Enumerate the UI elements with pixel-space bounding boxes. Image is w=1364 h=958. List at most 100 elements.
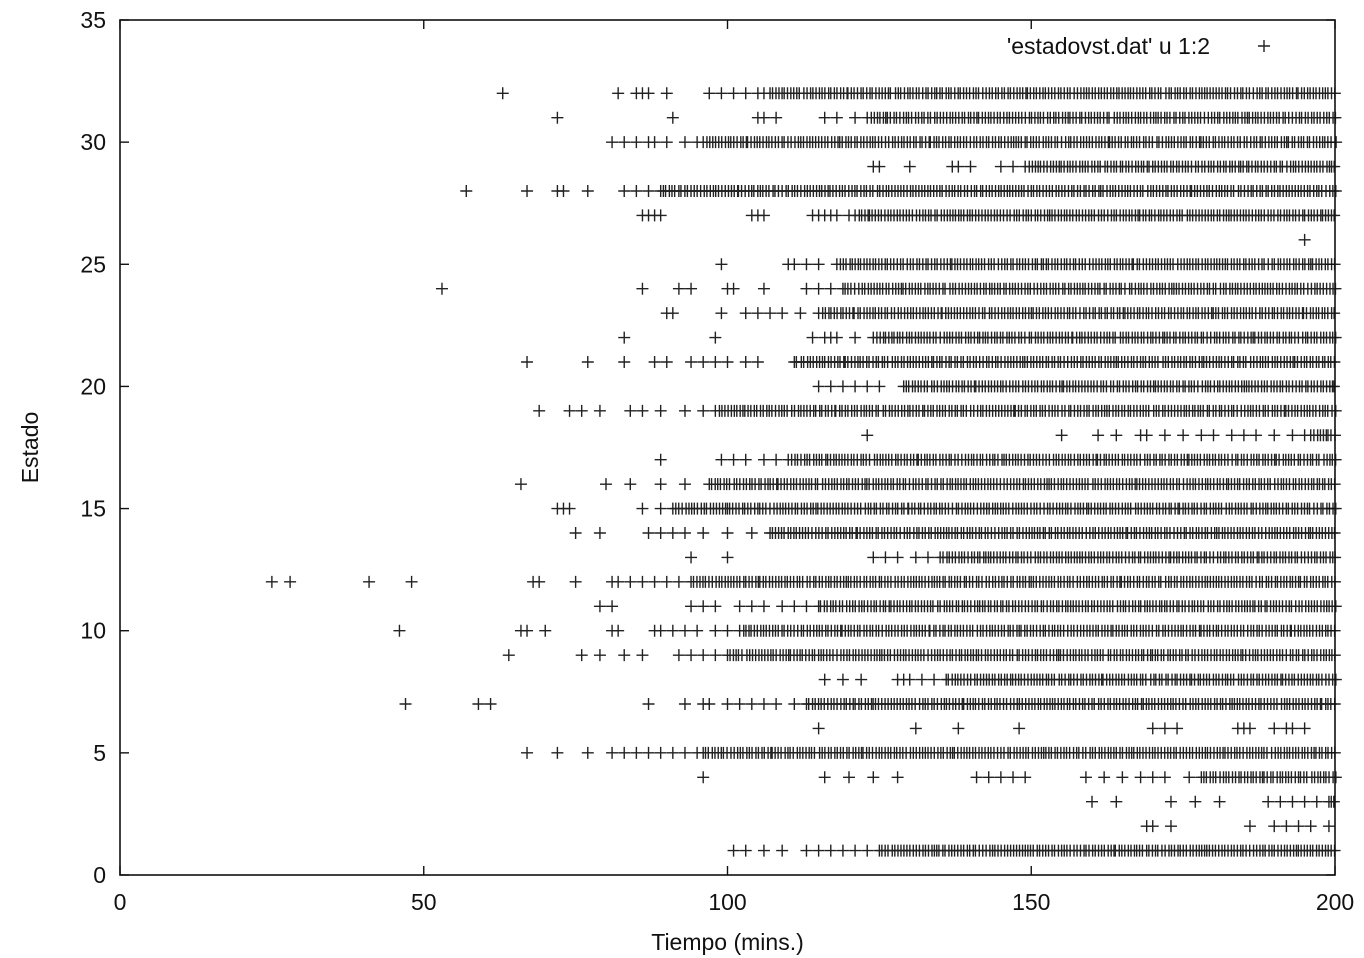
data-point <box>812 722 825 735</box>
data-point <box>666 527 679 539</box>
data-point <box>1327 795 1340 808</box>
data-point <box>1280 820 1293 833</box>
data-point <box>1007 771 1020 784</box>
data-point <box>757 282 770 295</box>
data-point <box>1225 429 1238 442</box>
data-point <box>642 87 655 100</box>
data-point <box>697 600 710 613</box>
data-points <box>265 87 1343 857</box>
data-point <box>363 575 376 588</box>
data-point <box>818 673 831 686</box>
data-point <box>618 331 631 344</box>
data-point <box>812 380 825 393</box>
series-row-11 <box>593 600 1342 613</box>
data-point <box>1098 771 1111 784</box>
data-point <box>660 136 673 149</box>
data-point <box>1304 820 1317 833</box>
data-point <box>757 698 770 710</box>
data-point <box>654 453 667 466</box>
data-point <box>660 87 673 100</box>
data-point <box>818 111 831 124</box>
data-point <box>788 600 801 613</box>
data-point <box>618 649 631 662</box>
data-point <box>1134 771 1147 784</box>
series-row-30 <box>606 136 1343 149</box>
data-point <box>721 551 734 564</box>
data-point <box>1110 795 1123 808</box>
data-point <box>612 624 625 637</box>
data-point <box>581 746 594 759</box>
data-point <box>1329 673 1342 686</box>
data-point <box>636 649 649 662</box>
data-point <box>982 771 995 784</box>
data-point <box>654 746 667 759</box>
data-point <box>593 600 606 613</box>
data-point <box>678 698 691 710</box>
data-point <box>642 527 655 539</box>
data-point <box>800 282 813 295</box>
data-point <box>1243 820 1256 833</box>
series-row-25 <box>715 258 1341 271</box>
data-point <box>1328 307 1341 320</box>
data-point <box>715 453 728 466</box>
data-point <box>952 160 965 173</box>
series-row-22 <box>618 331 1342 344</box>
data-point <box>618 185 631 197</box>
data-point <box>557 185 570 197</box>
data-point <box>1328 160 1341 173</box>
data-point <box>891 771 904 784</box>
data-point <box>678 527 691 539</box>
data-point <box>1164 820 1177 833</box>
data-point <box>521 185 534 197</box>
series-row-29 <box>867 160 1341 173</box>
data-point <box>703 87 716 100</box>
data-point <box>1262 795 1275 808</box>
data-point <box>849 380 862 393</box>
data-point <box>514 478 527 491</box>
data-point <box>606 746 619 759</box>
data-point <box>624 575 637 588</box>
series-row-24 <box>435 282 1342 295</box>
data-point <box>757 600 770 613</box>
data-point <box>265 575 278 588</box>
data-point <box>405 575 418 588</box>
data-point <box>600 478 612 491</box>
data-point <box>618 356 631 368</box>
series-row-15 <box>551 502 1342 515</box>
data-point <box>721 698 734 710</box>
data-point <box>672 575 685 588</box>
data-point <box>812 258 825 271</box>
data-point <box>636 502 649 515</box>
data-point <box>648 575 661 588</box>
data-point <box>697 356 710 368</box>
data-point <box>770 453 783 466</box>
data-point <box>1140 429 1153 442</box>
data-point <box>709 649 722 662</box>
data-point <box>593 527 606 539</box>
data-point <box>1268 820 1281 833</box>
series-row-3 <box>1086 795 1340 808</box>
series-row-6 <box>812 722 1311 735</box>
data-point <box>788 258 801 271</box>
data-point <box>909 722 922 735</box>
data-point <box>1268 722 1281 735</box>
data-point <box>739 87 752 100</box>
data-point <box>824 282 837 295</box>
data-point <box>727 87 740 100</box>
data-point <box>1164 795 1177 808</box>
series-row-27 <box>636 209 1341 222</box>
data-point <box>806 331 819 344</box>
data-point <box>1286 429 1299 442</box>
data-point <box>776 600 789 613</box>
series-row-2 <box>1140 820 1335 833</box>
data-point <box>861 844 874 857</box>
data-point <box>654 527 667 539</box>
data-point <box>1055 429 1068 442</box>
series-row-12 <box>265 575 1341 588</box>
data-point <box>1292 820 1305 833</box>
series-row-31 <box>551 111 1342 124</box>
data-point <box>533 575 546 588</box>
data-point <box>1019 771 1032 784</box>
data-point <box>1243 722 1256 735</box>
data-point <box>836 844 849 857</box>
